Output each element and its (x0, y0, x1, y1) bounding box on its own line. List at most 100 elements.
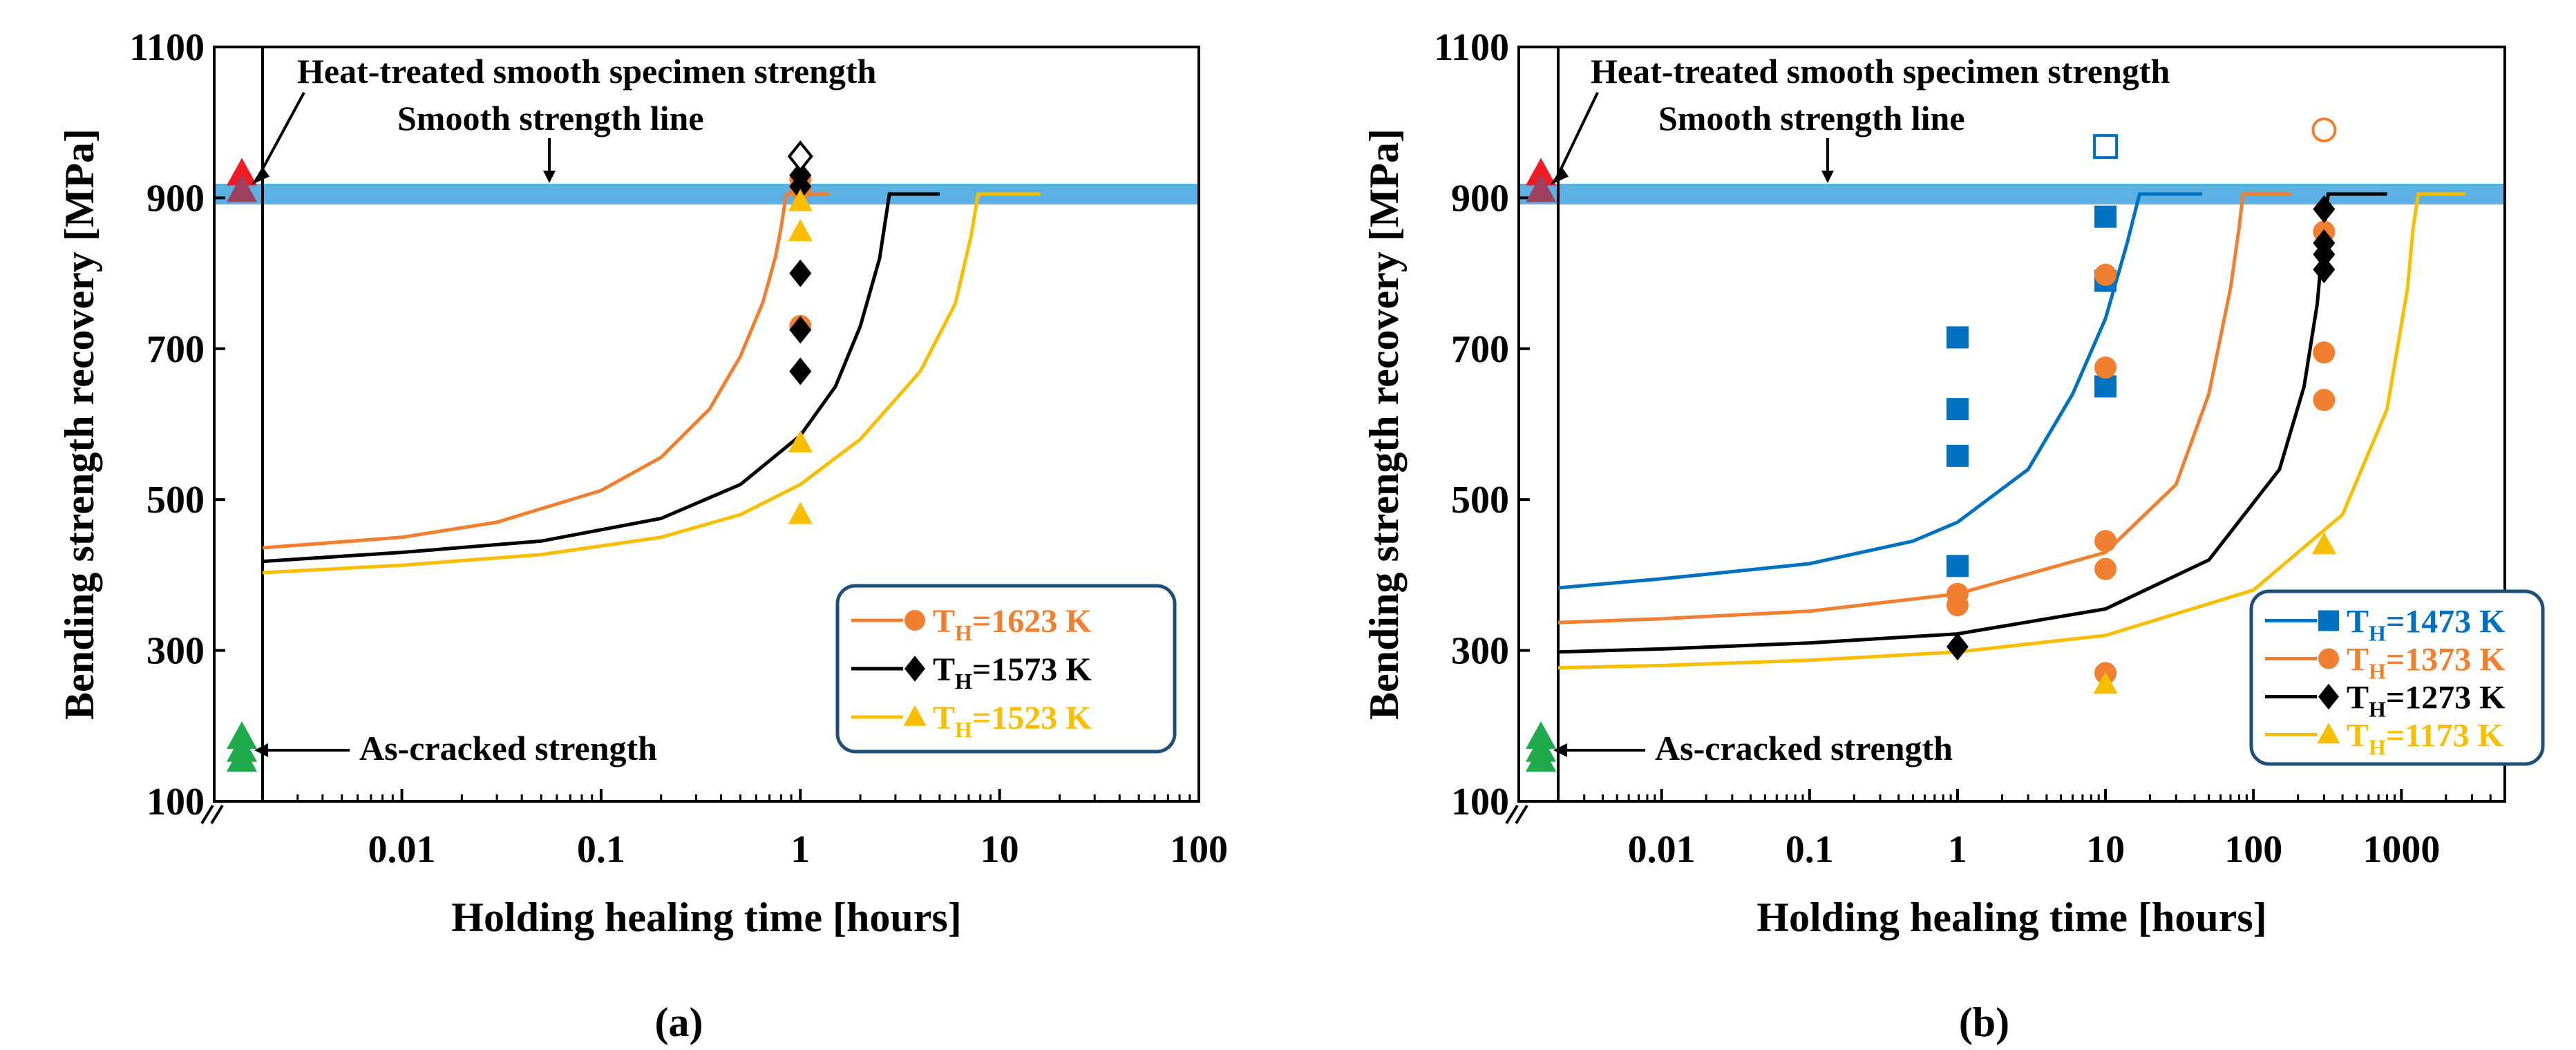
x-tick-label: 100 (2224, 828, 2282, 871)
y-tick-label: 700 (1451, 328, 1509, 371)
legend-item: TH=1473 K (2265, 604, 2506, 646)
data-point (789, 161, 812, 189)
y-tick-label: 500 (146, 479, 205, 522)
panel-label: (a) (655, 1000, 703, 1045)
legend-item: TH=1573 K (851, 651, 1092, 694)
chart-a: 100 300 500 700 900 1100 0.01 0.1 1 10 100 Holding … (57, 26, 1228, 1045)
data-point (789, 316, 812, 344)
plot-frame (213, 46, 1200, 803)
axis-break-mark (1505, 804, 1519, 825)
data-point (1946, 633, 1969, 661)
arrow-head (1553, 743, 1567, 757)
x-tick-label: 1 (790, 828, 810, 871)
arrow-head (254, 743, 268, 757)
legend-label: TH=1623 K (933, 603, 1092, 645)
x-tick-label: 10 (2086, 828, 2125, 871)
data-point (2094, 557, 2117, 580)
x-tick-label: 1 (1948, 828, 1967, 871)
data-point (1946, 582, 1969, 605)
data-point (1946, 398, 1969, 421)
data-point (2313, 389, 2336, 412)
legend-text: T (933, 700, 955, 736)
legend-text: =1273 K (2386, 680, 2506, 716)
legend-marker (905, 656, 925, 682)
annotation-as-cracked: As-cracked strength (1655, 729, 1953, 767)
data-point (2094, 530, 2117, 553)
annotation-arrow (1555, 92, 1599, 180)
heat-treated-point (1526, 158, 1556, 186)
data-point (1946, 444, 1969, 467)
smooth-strength-band (216, 183, 1197, 204)
annotation-as-cracked: As-cracked strength (359, 729, 657, 767)
y-tick-label: 1100 (129, 26, 205, 69)
legend-label: TH=1373 K (2347, 642, 2506, 684)
legend-item: TH=1273 K (2265, 680, 2506, 722)
data-point (2094, 263, 2117, 286)
open-data-point (787, 140, 813, 173)
heat-treated-point (1526, 174, 1556, 202)
legend-subscript: H (2369, 697, 2386, 722)
legend-label: TH=1173 K (2347, 718, 2503, 760)
data-point (2093, 671, 2118, 694)
data-point (789, 357, 812, 385)
x-axis-label: Holding healing time [hours] (1756, 895, 2266, 940)
legend-text: T (2347, 642, 2369, 678)
legend-label: TH=1273 K (2347, 680, 2506, 722)
legend-label: TH=1573 K (933, 651, 1092, 694)
legend-label: TH=1473 K (2347, 604, 2506, 646)
x-tick-label: 100 (1170, 828, 1228, 871)
legend-subscript: H (2369, 735, 2386, 760)
data-point (789, 259, 812, 287)
fit-curve (1557, 192, 2291, 624)
legend-subscript: H (955, 669, 972, 694)
chart-b: 100 300 500 700 900 1100 0.01 0.1 1 10 100 1000 Hold… (1361, 26, 2545, 1045)
y-tick-label: 100 (146, 781, 205, 823)
legend-item: TH=1523 K (851, 700, 1092, 742)
y-tick-label: 700 (146, 328, 205, 371)
x-axis-label: Holding healing time [hours] (451, 895, 961, 940)
fit-curve (1557, 192, 2465, 670)
x-tick-label: 0.1 (577, 828, 625, 871)
y-tick-label: 900 (146, 177, 205, 220)
arrow-head (252, 166, 269, 185)
legend-text: T (2347, 604, 2369, 640)
y-tick-label: 100 (1451, 781, 1509, 823)
x-tick-label: 0.1 (1786, 828, 1834, 871)
legend-subscript: H (955, 717, 972, 742)
x-tick-label: 10 (981, 828, 1019, 871)
x-tick-label: 0.01 (1628, 828, 1696, 871)
series-points (788, 189, 813, 524)
as-cracked-point (1526, 743, 1556, 772)
legend-marker (2317, 723, 2340, 744)
open-data-point (2093, 134, 2119, 160)
annotation-smooth-line: Smooth strength line (1658, 99, 1965, 137)
legend-text: =1523 K (972, 700, 1092, 736)
legend-text: T (933, 603, 955, 640)
legend: TH=1473 KTH=1373 KTH=1273 KTH=1173 K (2249, 589, 2545, 766)
legend-subscript: H (955, 620, 972, 645)
legend-subscript: H (2369, 659, 2386, 684)
fit-curve (262, 192, 940, 564)
arrow-head (1551, 166, 1569, 185)
data-point (2313, 229, 2336, 257)
legend-text: =1623 K (972, 603, 1092, 640)
legend-text: =1173 K (2386, 718, 2503, 754)
data-point (788, 502, 813, 524)
legend-marker (905, 610, 925, 631)
legend-text: =1473 K (2386, 604, 2506, 640)
y-axis-label: Bending strength recovery [MPa] (1361, 128, 1407, 720)
arrow-head (543, 170, 556, 183)
data-point (2094, 356, 2117, 379)
annotation-arrow (256, 92, 305, 180)
data-point (2313, 256, 2336, 284)
series-points (2093, 532, 2336, 694)
legend-item: TH=1173 K (2265, 718, 2503, 760)
legend-marker (903, 705, 927, 726)
annotation-heat-treated: Heat-treated smooth specimen strength (297, 52, 876, 90)
data-point (788, 219, 813, 242)
annotation-smooth-line: Smooth strength line (397, 99, 704, 137)
y-tick-label: 1100 (1434, 26, 1509, 69)
y-tick-label: 500 (1451, 479, 1509, 522)
axis-break-mark (200, 804, 214, 825)
